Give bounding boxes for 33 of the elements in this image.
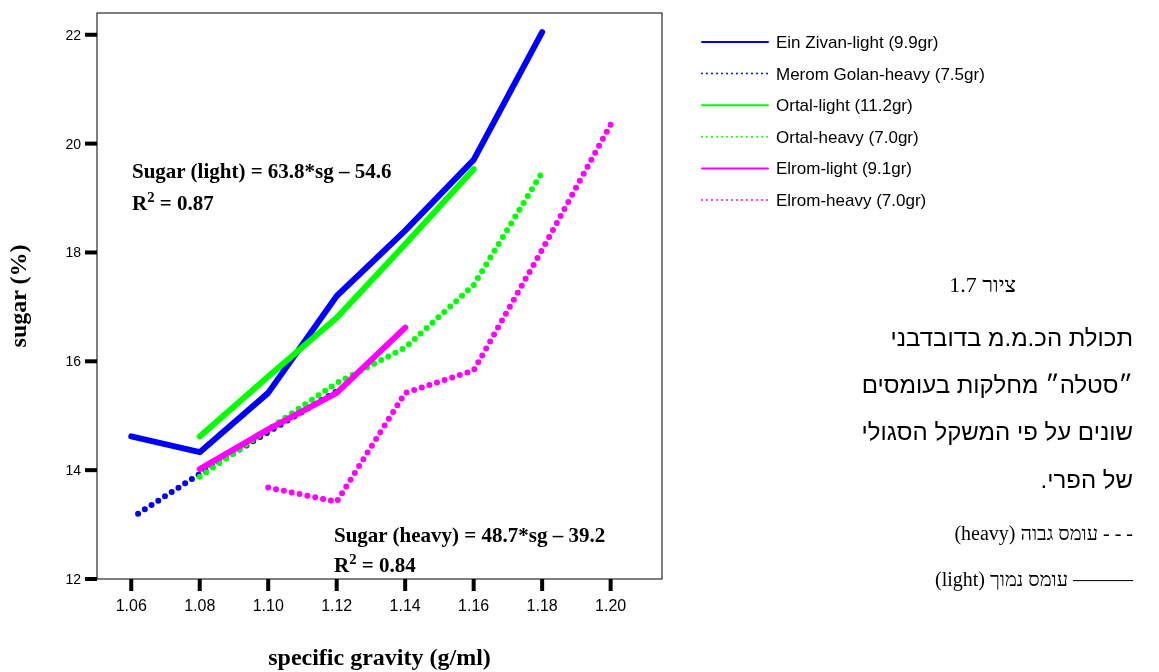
annotation: Sugar (heavy) = 48.7*sg – 39.2	[334, 523, 606, 547]
annotation: R$^{2}$ = 0.87	[132, 189, 214, 215]
x-tick-label: 1.20	[595, 597, 627, 614]
x-tick-label: 1.10	[252, 597, 284, 614]
text: שונים על פי המשקל הסגולי	[861, 418, 1133, 446]
x-tick-label: 1.06	[115, 597, 147, 614]
x-axis-title: specific gravity (g/ml)	[268, 644, 491, 670]
y-tick-label: 16	[65, 353, 82, 370]
y-tick-label: 20	[65, 135, 82, 152]
y-tick-label: 18	[65, 244, 82, 261]
y-tick-label: 22	[65, 26, 82, 43]
x-tick-label: 1.16	[458, 597, 490, 614]
legend-label: Elrom-light (9.1gr)	[776, 159, 913, 179]
text: ——— עומס נמוך (light)	[935, 568, 1133, 591]
text: של הפרי.	[1040, 466, 1133, 494]
x-tick-label: 1.08	[184, 597, 216, 614]
y-tick-label: 12	[65, 571, 82, 587]
legend-label: Merom Golan-heavy (7.5gr)	[776, 64, 985, 84]
annotation: Sugar (light) = 63.8*sg – 54.6	[132, 159, 392, 183]
x-tick-label: 1.18	[526, 597, 558, 614]
text: ציור 1.7	[949, 272, 1016, 298]
annotation: R$^{2}$ = 0.84	[334, 551, 417, 577]
y-axis-title: sugar (%)	[5, 244, 31, 348]
x-tick-label: 1.14	[389, 597, 421, 614]
legend-label: Ortal-heavy (7.0gr)	[776, 127, 919, 147]
legend-label: Ein Zivan-light (9.9gr)	[776, 33, 939, 52]
legend-label: Elrom-heavy (7.0gr)	[776, 191, 927, 210]
text: תכולת הכ.מ.מ בדובדבני	[890, 324, 1133, 352]
y-tick-label: 14	[65, 462, 82, 479]
text: ״סטלה״ מחלקות בעומסים	[861, 371, 1133, 399]
text: - - - עומס גבוה (heavy)	[954, 522, 1133, 545]
x-tick-label: 1.12	[321, 597, 353, 614]
legend-label: Ortal-light (11.2gr)	[776, 96, 913, 116]
